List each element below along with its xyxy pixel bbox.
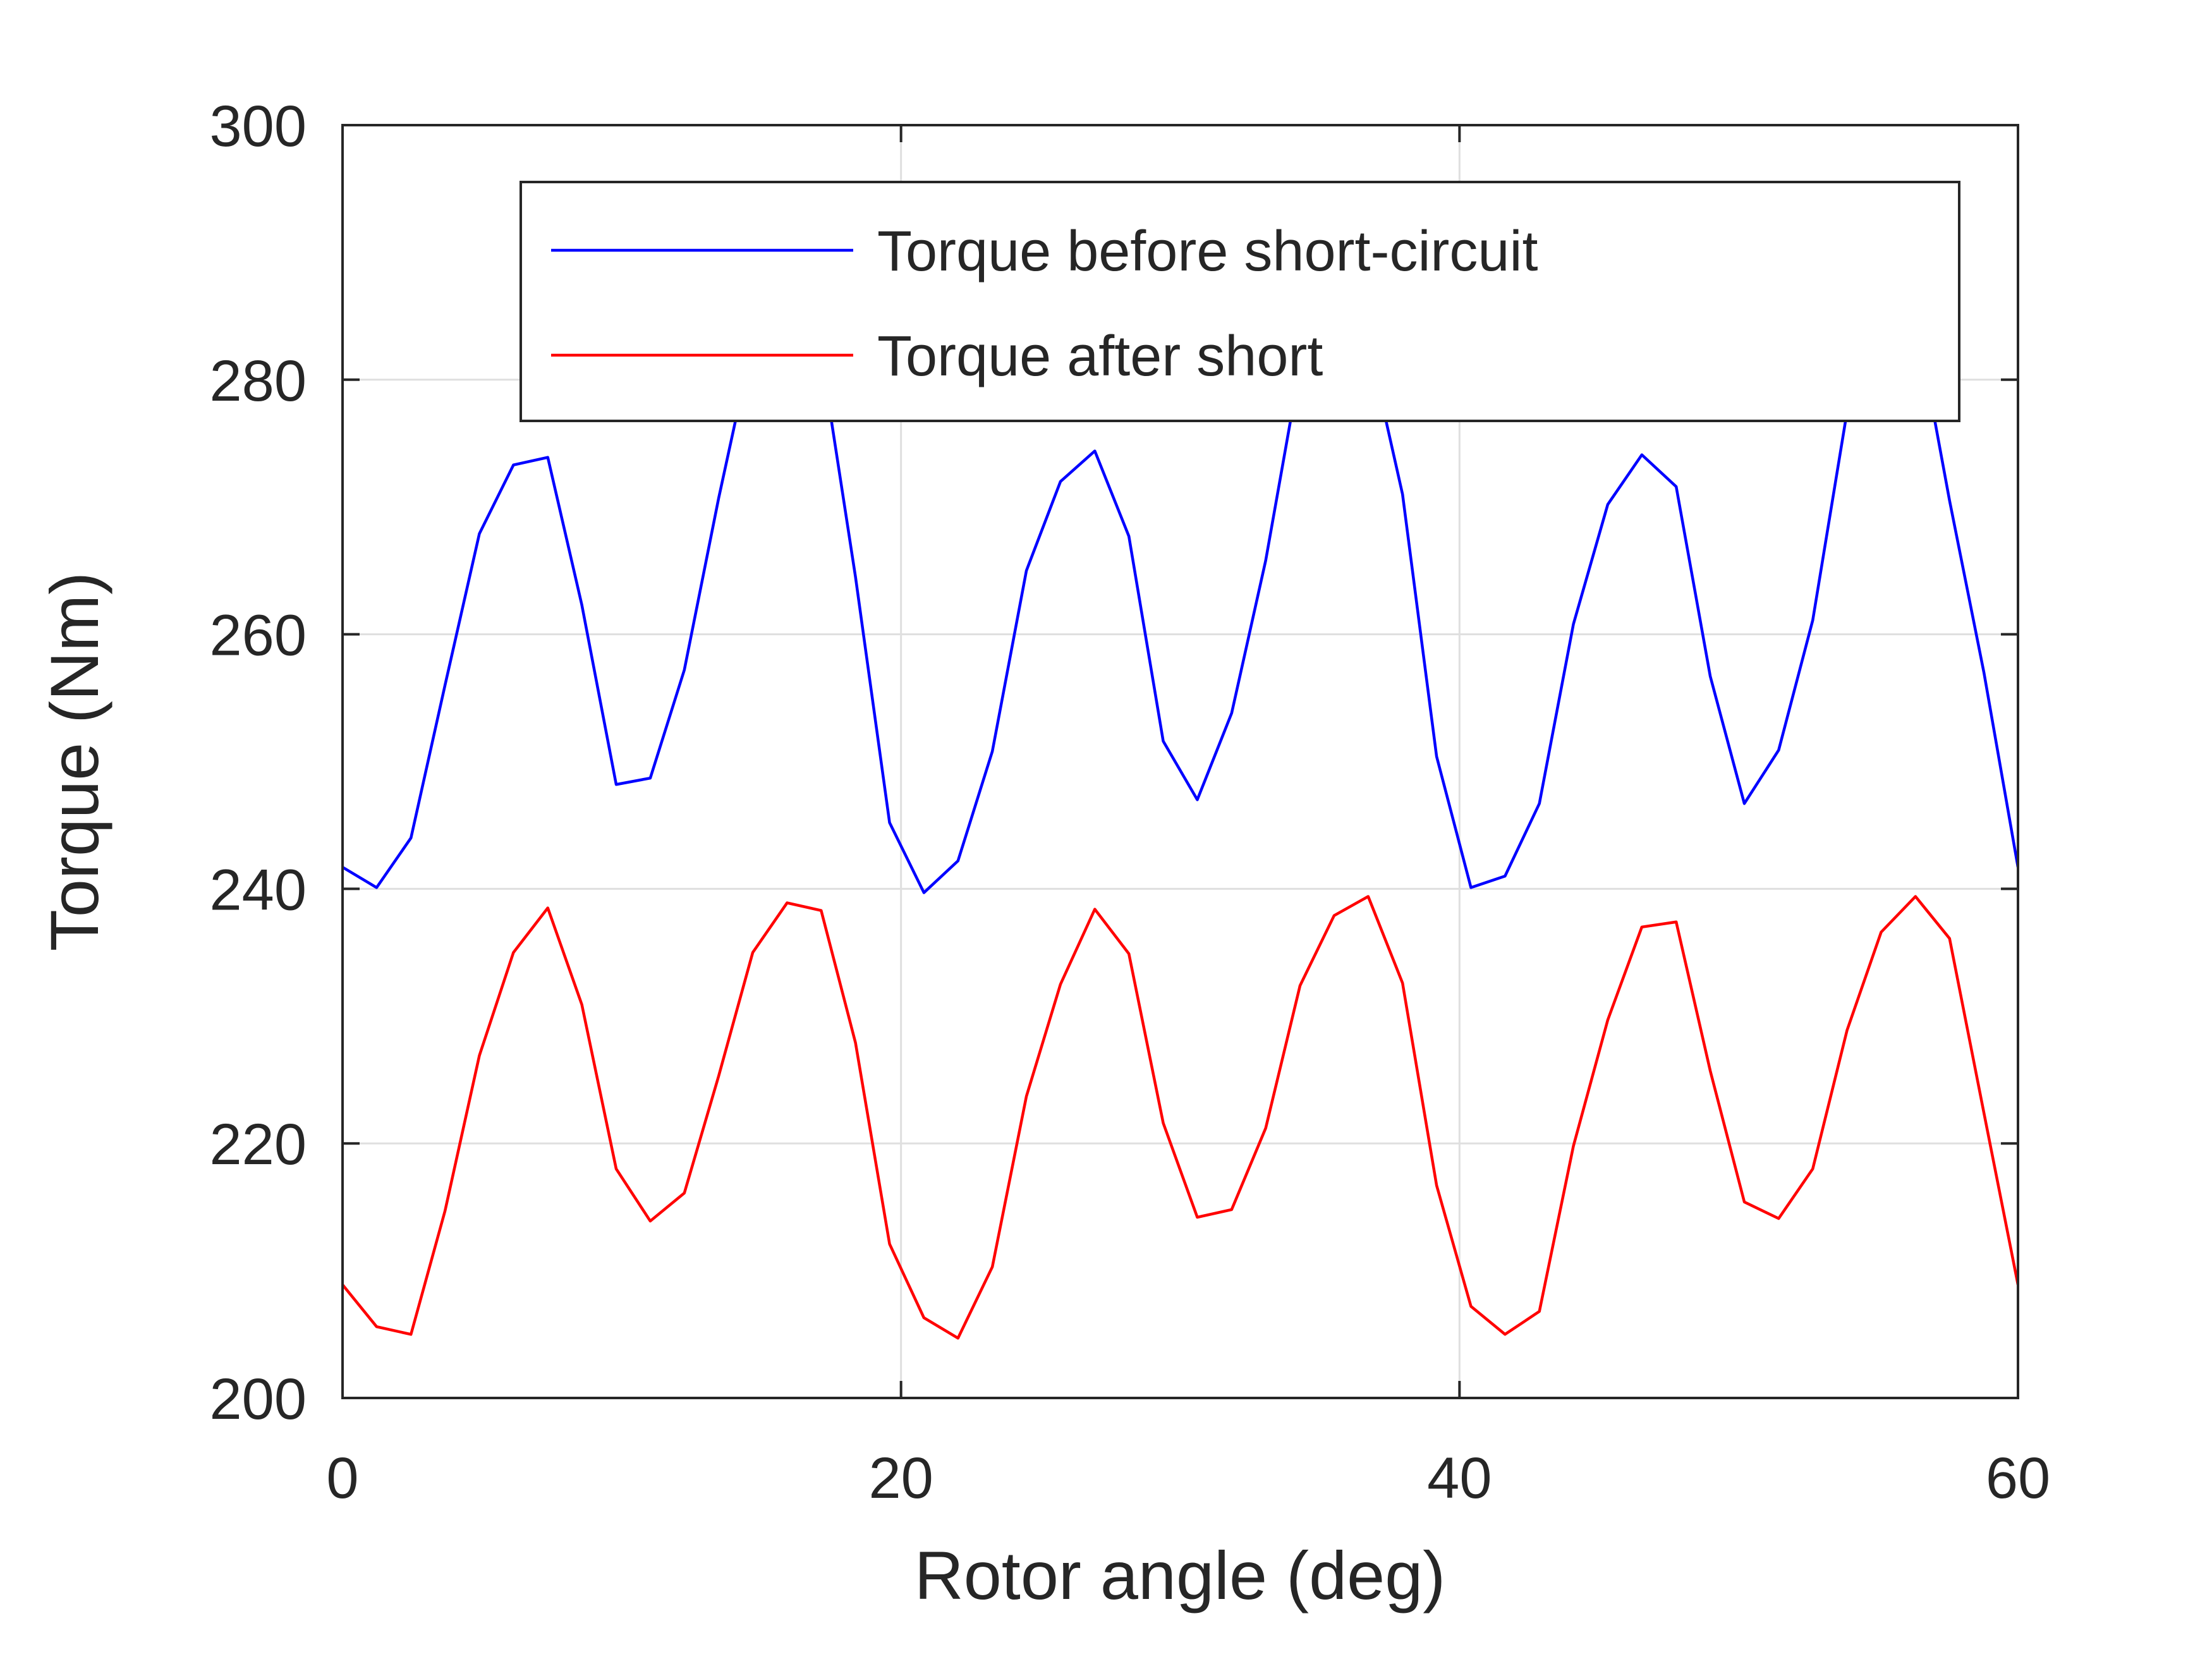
x-tick-label: 0 (326, 1446, 358, 1510)
series-line (343, 895, 2018, 1340)
legend-box (520, 181, 1960, 422)
x-axis-label: Rotor angle (deg) (915, 1537, 1445, 1613)
y-axis-label: Torque (Nm) (36, 572, 112, 951)
y-tick-label: 260 (210, 604, 307, 668)
lines (343, 276, 2018, 1340)
legend: Torque before short-circuit Torque after … (520, 181, 1960, 422)
y-tick-label: 240 (210, 858, 307, 922)
ticks: 0 20 40 60 200 220 240 260 280 300 (210, 94, 2051, 1510)
series-line (343, 276, 2018, 894)
legend-label: Torque before short-circuit (877, 220, 1538, 283)
axes-box (341, 124, 2019, 1399)
x-tick-label: 40 (1427, 1446, 1492, 1510)
y-tick-label: 300 (210, 94, 307, 159)
y-tick-label: 280 (210, 349, 307, 413)
x-tick-label: 60 (1986, 1446, 2050, 1510)
y-tick-label: 200 (210, 1367, 307, 1431)
y-tick-label: 220 (210, 1112, 307, 1177)
legend-label: Torque after short (877, 325, 1323, 388)
x-tick-label: 20 (868, 1446, 933, 1510)
